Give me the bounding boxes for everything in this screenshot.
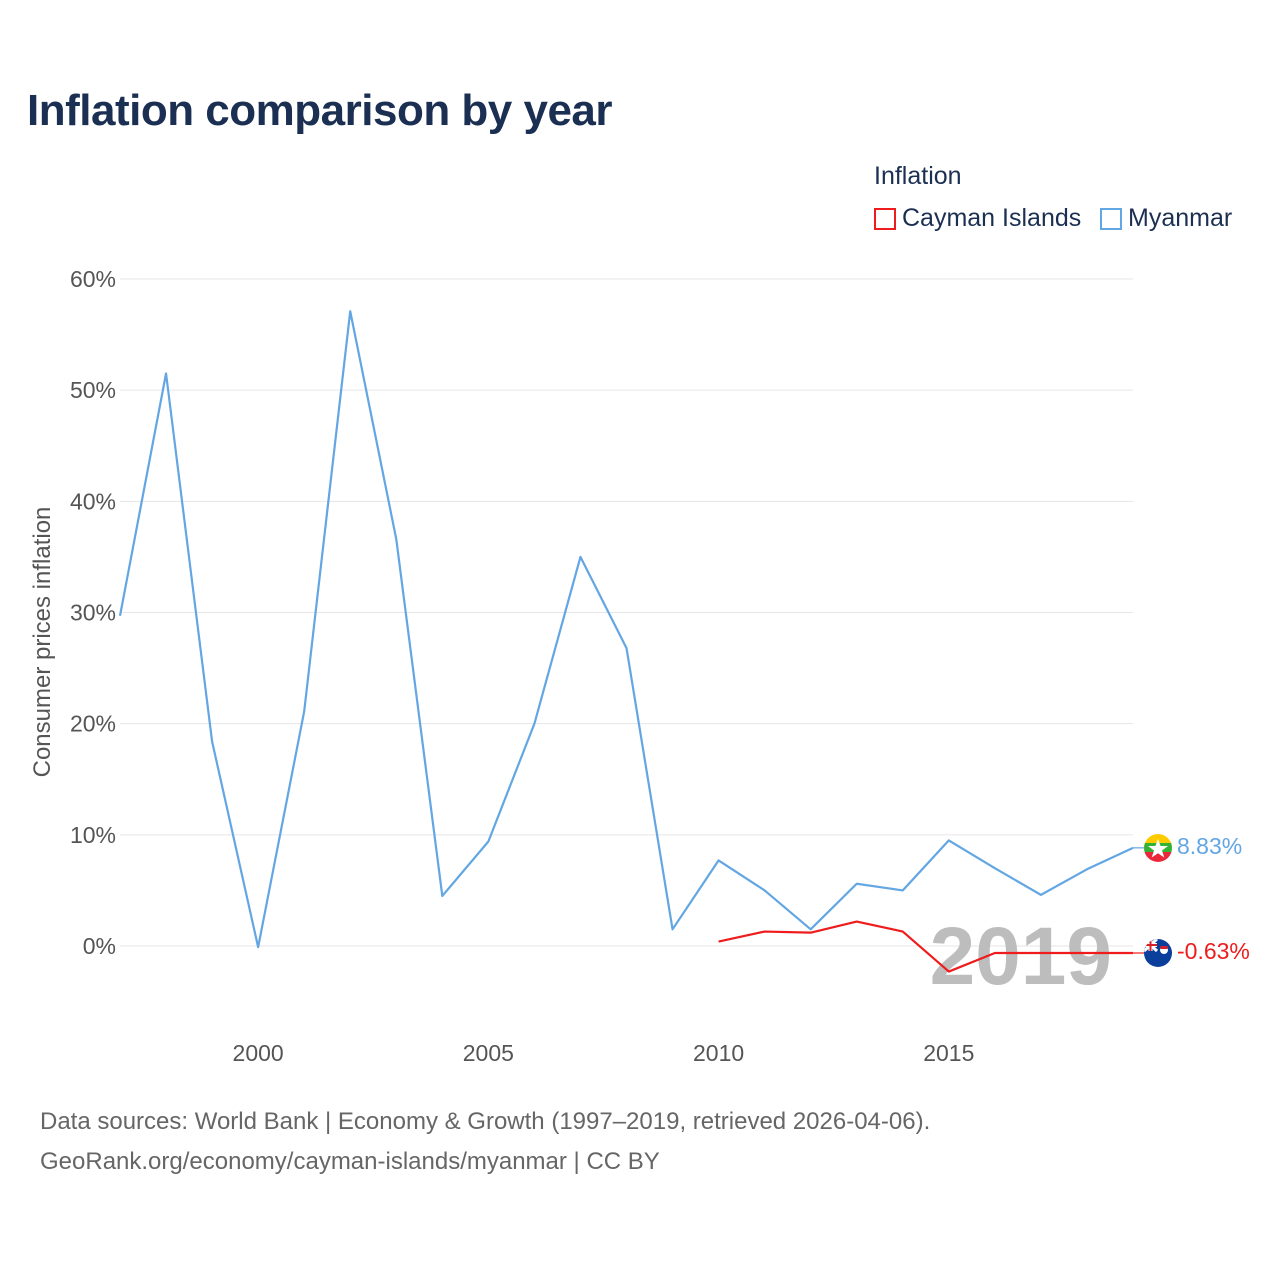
end-label-myanmar: 8.83% xyxy=(1177,833,1242,859)
chart-title: Inflation comparison by year xyxy=(27,86,613,135)
grid-lines xyxy=(120,278,1133,947)
series-lines xyxy=(118,310,1144,973)
myanmar-flag-icon xyxy=(1144,834,1172,862)
y-tick-label: 50% xyxy=(70,377,116,403)
year-watermark: 2019 xyxy=(930,911,1112,1002)
y-tick-label: 20% xyxy=(70,711,116,737)
end-label-cayman-islands: -0.63% xyxy=(1177,938,1250,964)
series-line-myanmar[interactable] xyxy=(118,310,1134,949)
y-tick-label: 60% xyxy=(70,266,116,292)
x-tick-label: 2000 xyxy=(233,1040,284,1066)
legend-swatch-myanmar xyxy=(1100,207,1122,230)
source-line-1: Data sources: World Bank | Economy & Gro… xyxy=(40,1108,931,1135)
y-tick-label: 10% xyxy=(70,822,116,848)
y-axis-ticks: 0% 10% 20% 30% 40% 50% 60% xyxy=(70,266,116,959)
legend-title: Inflation xyxy=(874,162,962,190)
cayman-islands-flag-icon xyxy=(1144,939,1172,967)
y-tick-label: 0% xyxy=(83,933,116,959)
legend-label-myanmar: Myanmar xyxy=(1128,204,1233,232)
legend-label-cayman-islands: Cayman Islands xyxy=(902,204,1082,232)
legend-item-myanmar[interactable]: Myanmar xyxy=(1100,204,1232,233)
y-tick-label: 40% xyxy=(70,488,116,514)
y-tick-label: 30% xyxy=(70,600,116,626)
x-tick-label: 2015 xyxy=(923,1040,974,1066)
x-axis-ticks: 2000 2005 2010 2015 xyxy=(233,1040,975,1066)
series-line-cayman-islands[interactable] xyxy=(718,920,1133,973)
x-tick-label: 2005 xyxy=(463,1040,514,1066)
end-labels: 8.83% -0.63% xyxy=(1177,833,1250,964)
end-markers xyxy=(1144,834,1172,967)
chart-area: 0% 10% 20% 30% 40% 50% 60% 2000 2005 2010 2015 Co… xyxy=(29,266,1250,1066)
source-line-2: GeoRank.org/economy/cayman-islands/myanm… xyxy=(40,1148,660,1175)
x-tick-label: 2010 xyxy=(693,1040,744,1066)
y-axis-title: Consumer prices inflation xyxy=(29,507,56,778)
legend-item-cayman-islands[interactable]: Cayman Islands xyxy=(874,204,1081,233)
legend-swatch-cayman-islands xyxy=(874,207,896,230)
